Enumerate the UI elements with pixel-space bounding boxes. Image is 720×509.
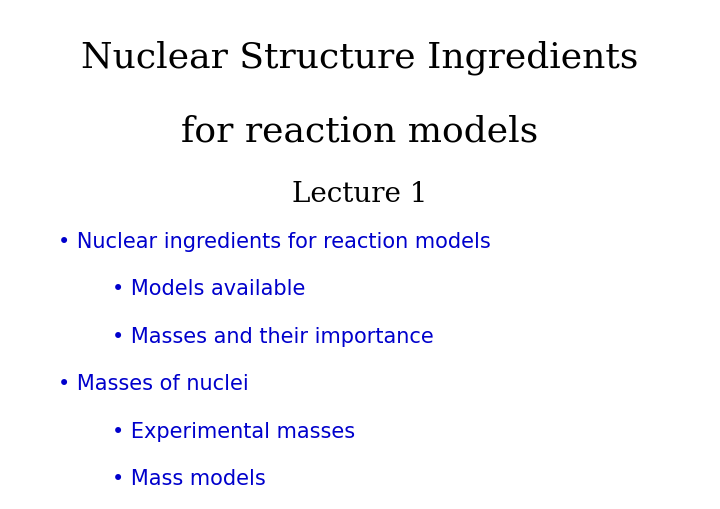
Text: • Experimental masses: • Experimental masses xyxy=(112,421,355,441)
Text: Lecture 1: Lecture 1 xyxy=(292,181,428,208)
Text: • Nuclear ingredients for reaction models: • Nuclear ingredients for reaction model… xyxy=(58,232,490,251)
Text: • Models available: • Models available xyxy=(112,279,305,299)
Text: for reaction models: for reaction models xyxy=(181,115,539,149)
Text: • Mass models: • Mass models xyxy=(112,468,266,488)
Text: Nuclear Structure Ingredients: Nuclear Structure Ingredients xyxy=(81,41,639,75)
Text: • Masses and their importance: • Masses and their importance xyxy=(112,326,433,346)
Text: • Masses of nuclei: • Masses of nuclei xyxy=(58,374,248,393)
